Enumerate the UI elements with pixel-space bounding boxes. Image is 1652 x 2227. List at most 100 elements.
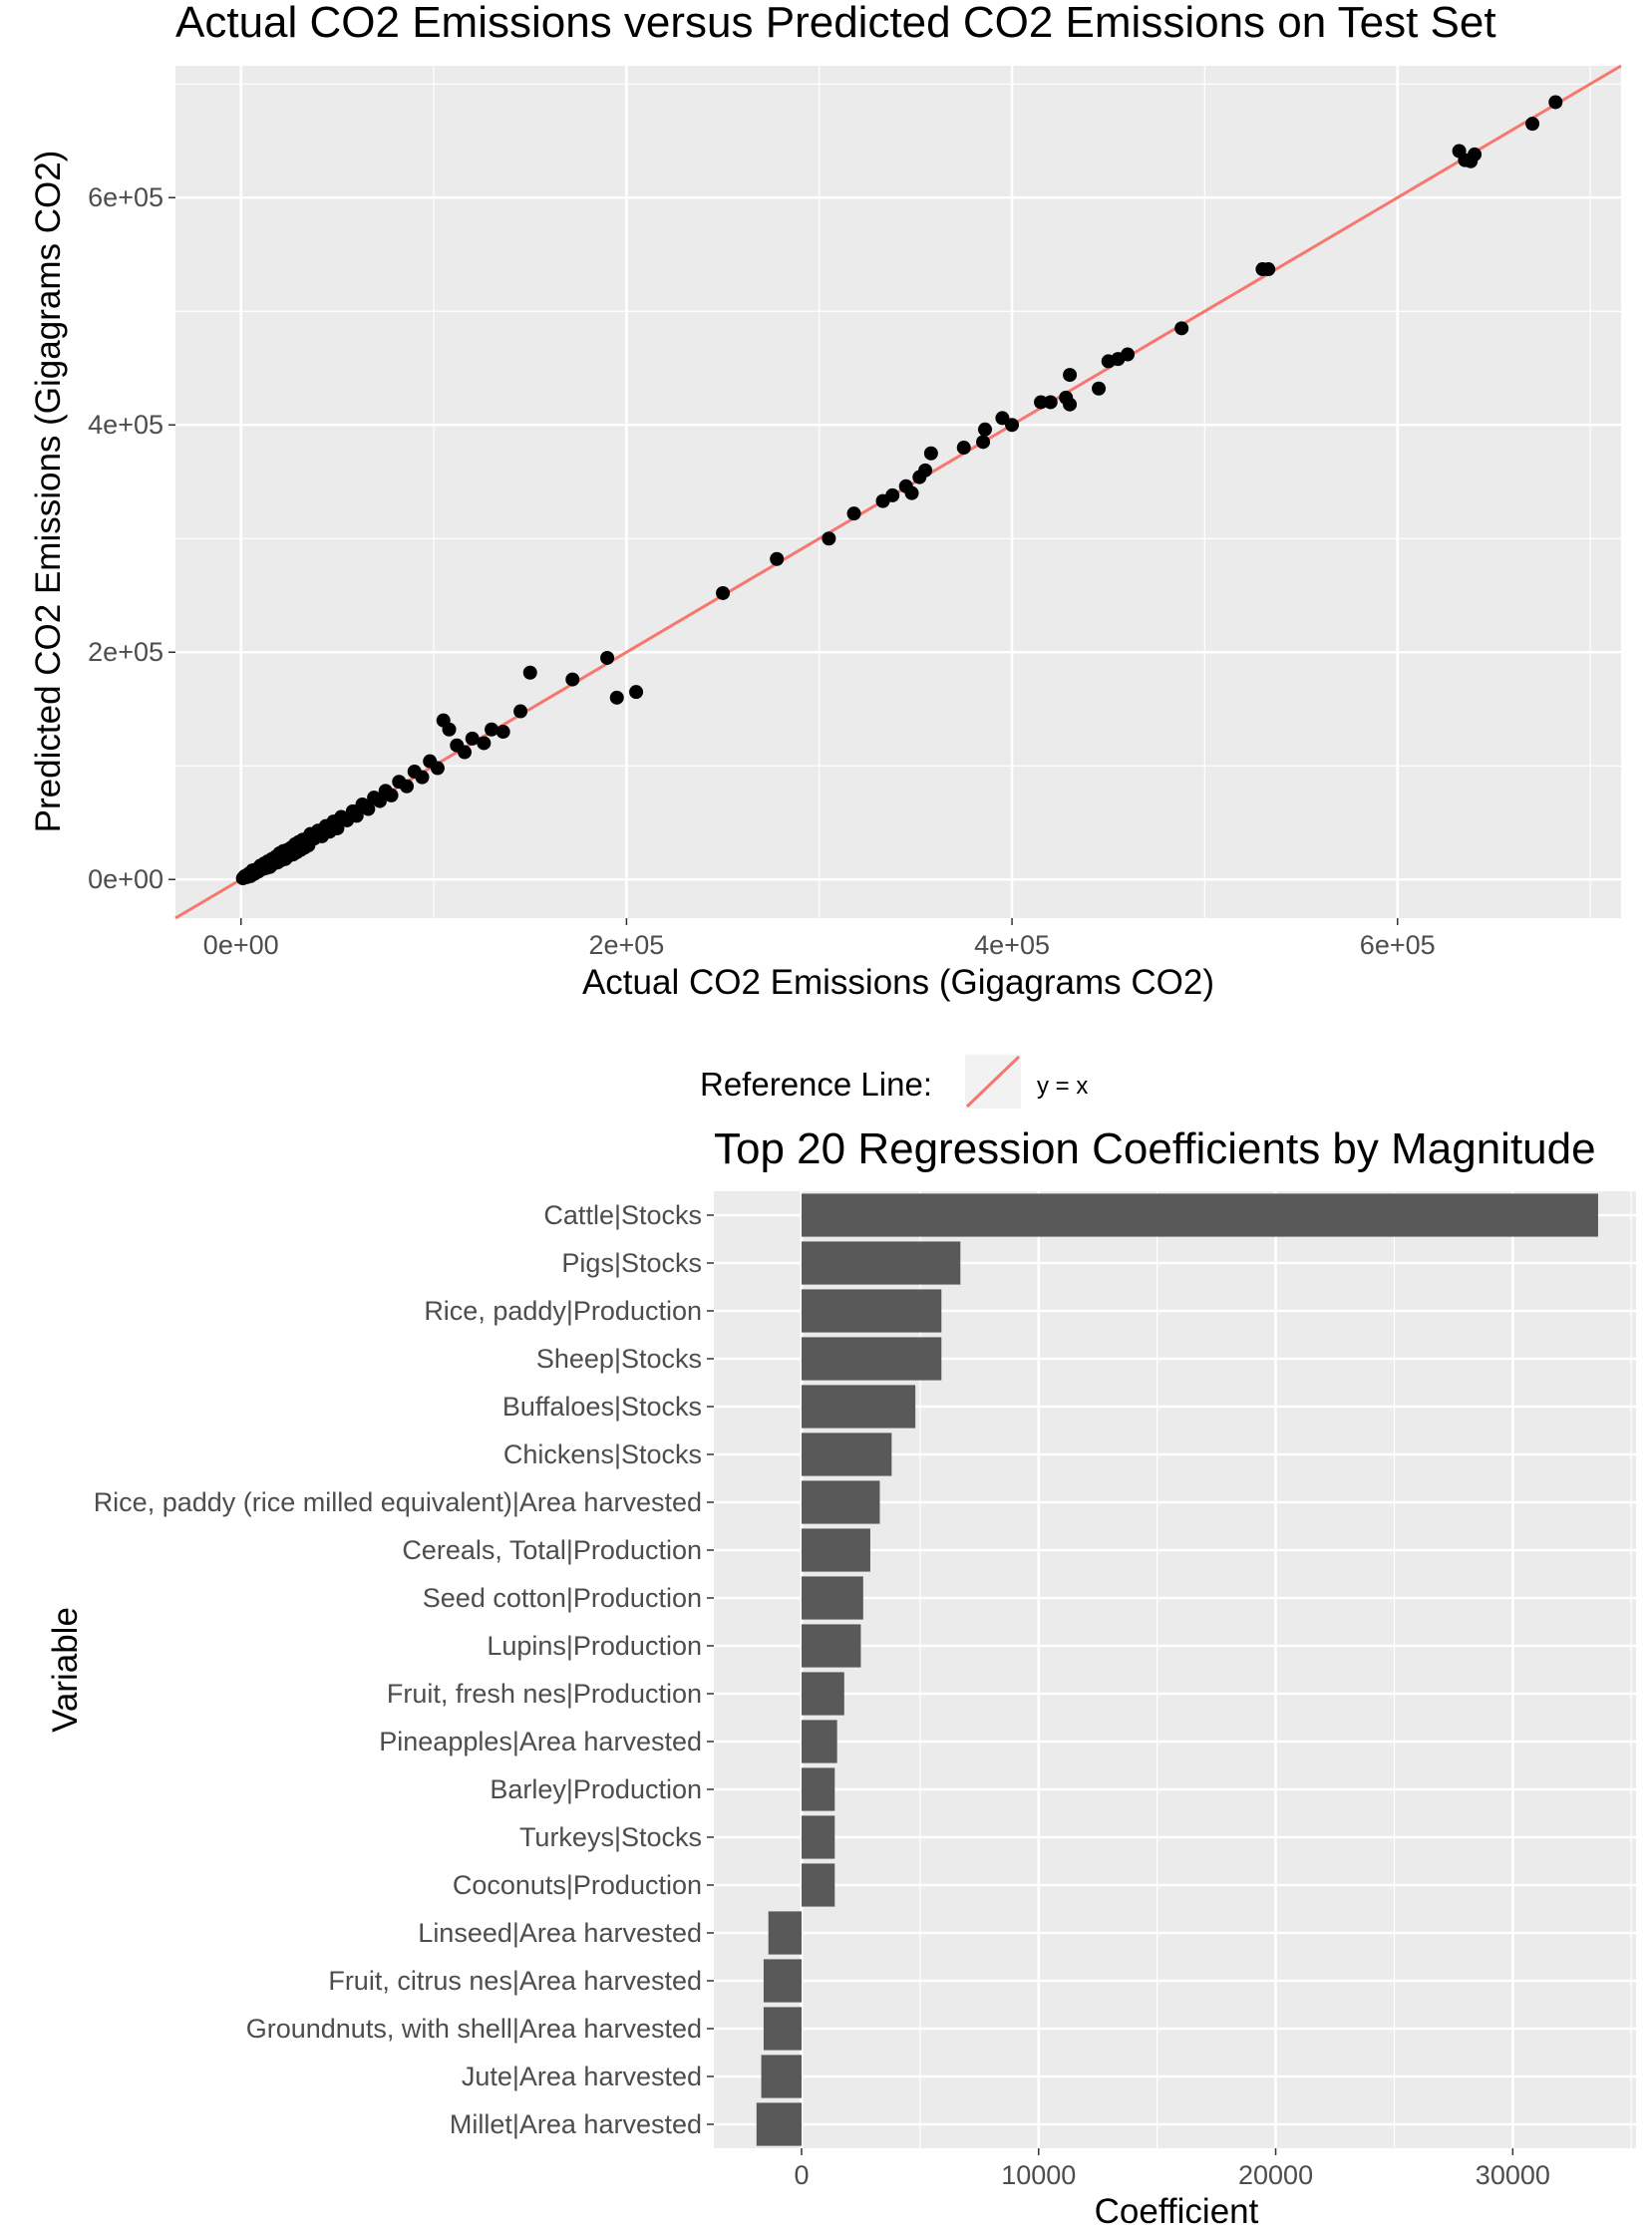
legend: Reference Line: y = x	[700, 1055, 1088, 1109]
scatter-point	[372, 794, 387, 808]
bar	[761, 2055, 802, 2098]
bar-ticks: Cattle|Stocks Pigs|Stocks Rice, paddy|Prod…	[94, 1200, 1550, 2190]
bar-category-label: Jute|Area harvested	[462, 2062, 702, 2091]
scatter-point	[349, 808, 364, 823]
scatter-point	[513, 704, 528, 719]
scatter-point	[995, 411, 1010, 426]
scatter-y-tick-label: 6e+05	[88, 182, 164, 212]
scatter-point	[477, 736, 492, 751]
bar	[801, 1863, 835, 1907]
bar-category-label: Coconuts|Production	[453, 1870, 702, 1900]
scatter-point	[485, 722, 499, 737]
bar	[801, 1480, 880, 1524]
scatter-point	[956, 441, 971, 456]
scatter-point	[1005, 418, 1020, 433]
bar-x-tick-label: 20000	[1238, 2160, 1313, 2190]
bar	[801, 1385, 916, 1429]
scatter-y-axis-title: Predicted CO2 Emissions (Gigagrams CO2)	[29, 151, 68, 833]
bar-category-label: Rice, paddy (rice milled equivalent)|Are…	[94, 1487, 702, 1517]
scatter-point	[1034, 395, 1049, 410]
legend-title: Reference Line:	[700, 1066, 932, 1103]
scatter-point	[415, 770, 430, 785]
scatter-point	[770, 551, 785, 566]
scatter-point	[1468, 147, 1483, 161]
scatter-x-tick-label: 0e+00	[203, 930, 279, 960]
bar-category-label: Cattle|Stocks	[543, 1200, 702, 1230]
bar	[756, 2102, 802, 2146]
legend-key-line	[965, 1055, 1021, 1109]
scatter-x-tick-label: 2e+05	[588, 930, 664, 960]
bar	[801, 1720, 837, 1763]
bar	[801, 1432, 892, 1476]
scatter-point	[361, 801, 376, 816]
bar-x-tick-label: 10000	[1001, 2160, 1076, 2190]
bar-category-label: Groundnuts, with shell|Area harvested	[246, 2014, 702, 2044]
scatter-point	[1043, 395, 1058, 410]
scatter-x-tick-label: 6e+05	[1360, 930, 1436, 960]
scatter-y-tick-label: 4e+05	[88, 410, 164, 440]
scatter-points	[235, 95, 1563, 886]
scatter-point	[885, 487, 900, 502]
scatter-point	[384, 788, 399, 802]
bar-x-tick-label: 30000	[1476, 2160, 1550, 2190]
scatter-point	[923, 446, 938, 461]
scatter-plot: Actual CO2 Emissions versus Predicted CO…	[29, 0, 1622, 1002]
bar-category-label: Rice, paddy|Production	[424, 1296, 702, 1326]
scatter-title: Actual CO2 Emissions versus Predicted CO…	[175, 0, 1496, 47]
bar-x-tick-label: 0	[794, 2160, 809, 2190]
bar-x-axis-title: Coefficient	[1095, 2192, 1259, 2227]
scatter-point	[716, 585, 731, 600]
scatter-point	[600, 650, 615, 665]
bar-category-label: Linseed|Area harvested	[418, 1918, 702, 1948]
scatter-point	[822, 531, 836, 546]
scatter-ticks: 0e+00 2e+05 4e+05 6e+05 0e+00 2e+05 4e+05 6e+05	[88, 182, 1435, 960]
scatter-point	[978, 422, 992, 437]
scatter-point	[1092, 381, 1107, 396]
bar	[763, 2007, 802, 2051]
bar-category-label: Chickens|Stocks	[503, 1439, 702, 1469]
scatter-y-tick-label: 0e+00	[88, 864, 164, 894]
bar	[801, 1289, 942, 1333]
bar	[768, 1911, 802, 1955]
scatter-point	[465, 731, 480, 746]
scatter-point	[1121, 347, 1136, 362]
bar-category-label: Seed cotton|Production	[423, 1583, 702, 1613]
bar	[763, 1959, 802, 2003]
scatter-point	[904, 485, 919, 500]
scatter-point	[400, 779, 414, 794]
bar-category-label: Turkeys|Stocks	[519, 1822, 702, 1852]
scatter-point	[1063, 368, 1078, 383]
scatter-gridlines	[175, 66, 1621, 918]
scatter-point	[846, 506, 861, 521]
bar-category-label: Pineapples|Area harvested	[379, 1727, 702, 1756]
bar	[801, 1767, 835, 1811]
scatter-point	[629, 685, 644, 700]
bar-category-label: Fruit, fresh nes|Production	[387, 1679, 702, 1709]
scatter-point	[565, 672, 580, 687]
bar	[801, 1528, 870, 1572]
scatter-point	[458, 745, 472, 760]
bar-category-label: Buffaloes|Stocks	[502, 1392, 702, 1422]
bar	[801, 1337, 942, 1381]
scatter-point	[609, 690, 624, 705]
legend-label: y = x	[1037, 1073, 1088, 1100]
scatter-point	[496, 725, 510, 740]
scatter-point	[1063, 397, 1078, 412]
scatter-point	[1174, 321, 1189, 336]
scatter-point	[430, 761, 445, 776]
bar	[801, 1672, 844, 1716]
bar-chart: Top 20 Regression Coefficients by Magnit…	[46, 1124, 1636, 2227]
bar	[801, 1624, 861, 1668]
bar-category-label: Millet|Area harvested	[450, 2109, 702, 2139]
scatter-point	[522, 665, 537, 680]
bar-category-label: Fruit, citrus nes|Area harvested	[328, 1966, 702, 1996]
bar	[801, 1193, 1598, 1237]
scatter-point	[442, 722, 457, 737]
bar	[801, 1815, 835, 1859]
scatter-x-axis-title: Actual CO2 Emissions (Gigagrams CO2)	[582, 963, 1214, 1002]
bar-panel-background	[714, 1191, 1636, 2148]
bar-title: Top 20 Regression Coefficients by Magnit…	[714, 1124, 1596, 1173]
bar-gridlines	[714, 1191, 1636, 2148]
bar-category-label: Lupins|Production	[487, 1631, 702, 1661]
